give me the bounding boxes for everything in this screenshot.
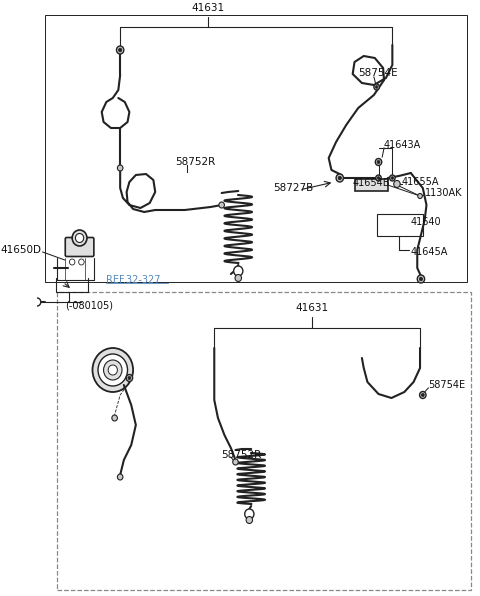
- Circle shape: [376, 175, 381, 181]
- Circle shape: [93, 348, 133, 392]
- Circle shape: [234, 266, 243, 276]
- Circle shape: [245, 509, 254, 519]
- Text: 41631: 41631: [296, 303, 329, 313]
- Circle shape: [235, 275, 241, 281]
- Circle shape: [70, 259, 75, 265]
- Text: 58752R: 58752R: [222, 450, 262, 460]
- Circle shape: [119, 48, 122, 52]
- Text: 41640: 41640: [411, 217, 442, 227]
- Circle shape: [112, 415, 118, 421]
- Text: 58752R: 58752R: [176, 157, 216, 167]
- Text: 41650D: 41650D: [1, 245, 42, 255]
- Circle shape: [233, 459, 238, 465]
- Circle shape: [75, 234, 84, 243]
- Circle shape: [126, 374, 132, 381]
- Circle shape: [98, 354, 128, 386]
- Circle shape: [219, 202, 225, 208]
- Circle shape: [104, 360, 122, 380]
- Text: 58754E: 58754E: [358, 68, 398, 78]
- FancyBboxPatch shape: [65, 237, 94, 256]
- Circle shape: [117, 46, 124, 54]
- Bar: [355, 179, 388, 191]
- Circle shape: [79, 259, 84, 265]
- Circle shape: [420, 392, 426, 399]
- Circle shape: [420, 277, 422, 281]
- Text: 41654B: 41654B: [353, 178, 390, 188]
- Circle shape: [246, 517, 252, 523]
- Circle shape: [375, 86, 378, 88]
- Circle shape: [338, 176, 341, 180]
- Circle shape: [336, 174, 344, 182]
- Circle shape: [118, 474, 123, 480]
- Circle shape: [418, 194, 422, 198]
- Circle shape: [390, 175, 395, 181]
- Circle shape: [421, 393, 424, 396]
- Text: 1130AK: 1130AK: [425, 188, 462, 198]
- Text: 41655A: 41655A: [402, 177, 439, 187]
- Circle shape: [377, 160, 380, 163]
- Text: 41643A: 41643A: [383, 140, 420, 150]
- Circle shape: [375, 159, 382, 166]
- Circle shape: [374, 84, 379, 90]
- Bar: [58, 292, 471, 590]
- Circle shape: [108, 365, 118, 375]
- Bar: [45, 15, 467, 282]
- Circle shape: [72, 230, 87, 246]
- Circle shape: [34, 298, 41, 306]
- Text: (-080105): (-080105): [65, 300, 113, 310]
- Circle shape: [128, 377, 131, 380]
- Circle shape: [118, 165, 123, 171]
- Circle shape: [417, 275, 425, 283]
- Text: 58727B: 58727B: [273, 183, 313, 193]
- Text: 58754E: 58754E: [428, 380, 466, 390]
- Text: 41631: 41631: [191, 3, 224, 13]
- Circle shape: [391, 176, 394, 179]
- Text: REF.32-327: REF.32-327: [107, 275, 161, 285]
- Text: 41645A: 41645A: [411, 247, 448, 257]
- Circle shape: [377, 176, 380, 179]
- Bar: [377, 214, 423, 236]
- Circle shape: [394, 181, 400, 188]
